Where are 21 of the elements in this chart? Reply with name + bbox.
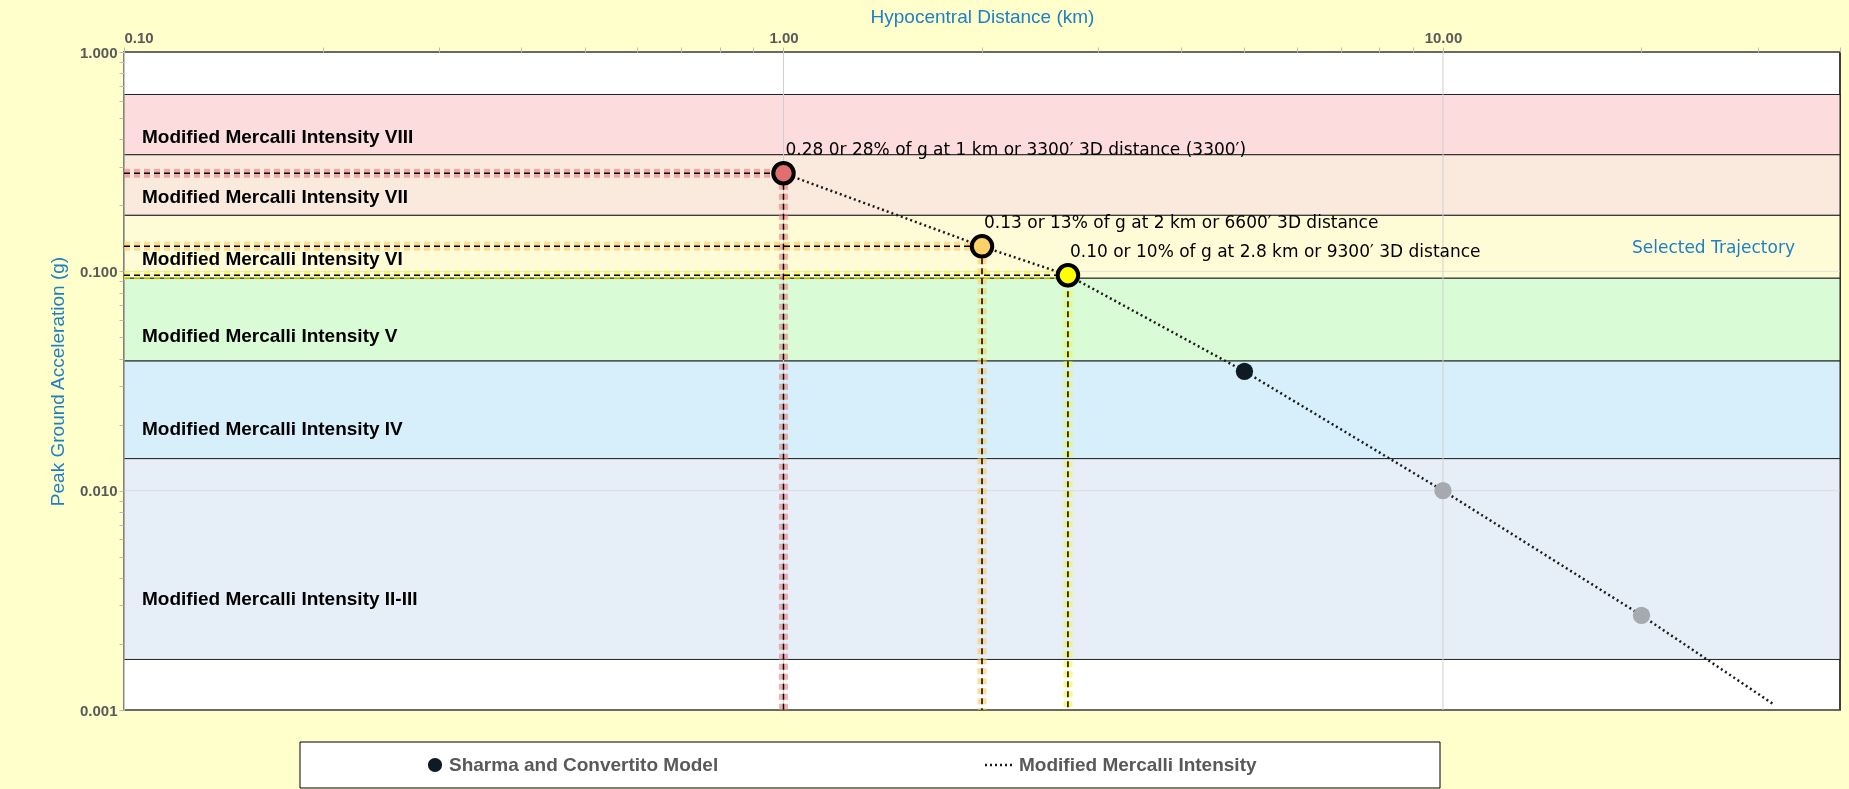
- legend-label: Sharma and Convertito Model: [449, 754, 719, 775]
- annotation: 0.13 or 13% of g at 2 km or 6600′ 3D distance: [984, 212, 1379, 233]
- x-tick-label: 10.00: [1424, 28, 1463, 46]
- annotation: 0.10 or 10% of g at 2.8 km or 9300′ 3D distance: [1069, 241, 1481, 262]
- band-label: Modified Mercalli Intensity II-III: [142, 588, 418, 610]
- y-tick-label: 1.000: [79, 43, 118, 61]
- y-axis-title: Peak Ground Acceleration (g): [46, 256, 68, 507]
- y-tick-label: 0.100: [79, 262, 118, 280]
- band-label: Modified Mercalli Intensity IV: [142, 418, 404, 440]
- annotation: Selected Trajectory: [1631, 237, 1795, 257]
- x-axis-title: Hypocentral Distance (km): [870, 5, 1095, 27]
- band-label: Modified Mercalli Intensity VII: [142, 186, 409, 208]
- x-tick-label: 0.10: [124, 28, 154, 46]
- band-label: Modified Mercalli Intensity VIII: [142, 125, 414, 147]
- y-tick-label: 0.010: [79, 482, 118, 500]
- x-tick-label: 1.00: [769, 28, 799, 46]
- annotation: 0.28 0r 28% of g at 1 km or 3300′ 3D distance (3300′): [785, 139, 1247, 160]
- legend-label: Modified Mercalli Intensity: [1019, 754, 1257, 775]
- band-label: Modified Mercalli Intensity V: [142, 325, 398, 347]
- band-label: Modified Mercalli Intensity VI: [142, 248, 403, 270]
- y-tick-label: 0.001: [79, 701, 118, 719]
